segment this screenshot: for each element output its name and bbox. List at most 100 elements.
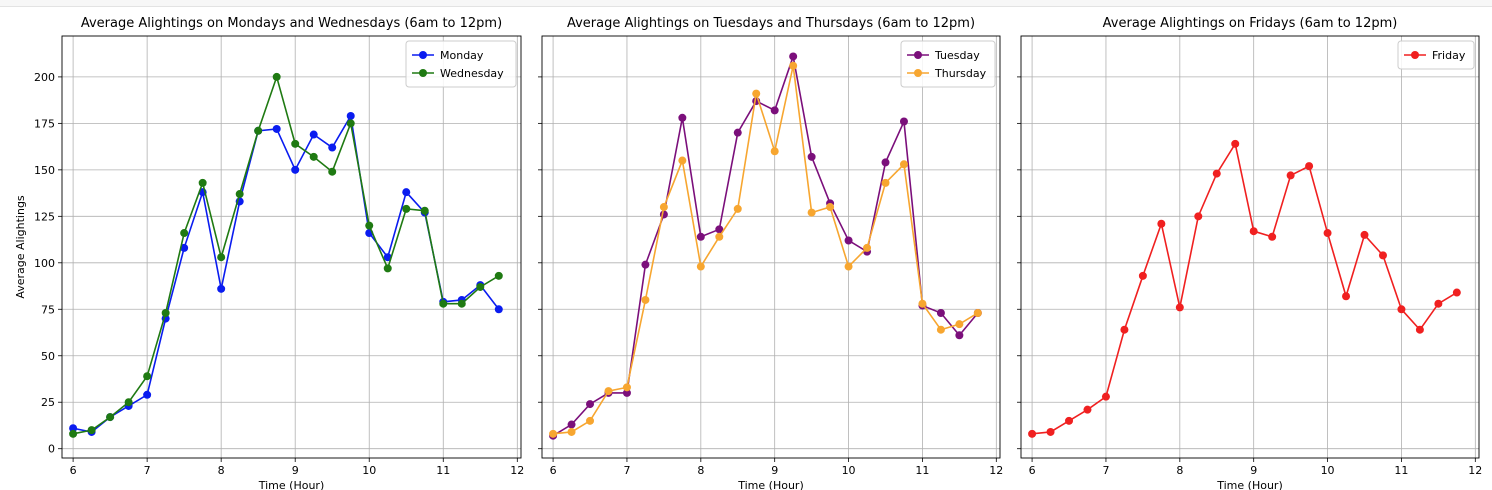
data-point: [844, 262, 853, 271]
data-point: [955, 320, 964, 329]
data-point: [1305, 162, 1314, 171]
data-point: [272, 72, 281, 81]
data-point: [124, 398, 133, 407]
data-point: [1194, 212, 1203, 221]
x-axis-label: Time (Hour): [1216, 479, 1283, 490]
data-point: [328, 143, 337, 152]
x-tick-label: 11: [1394, 464, 1408, 477]
data-point: [1065, 416, 1074, 425]
series-thursday: [549, 61, 982, 438]
data-point: [733, 128, 742, 137]
legend-marker: [419, 69, 427, 77]
data-point: [936, 325, 945, 334]
data-point: [622, 388, 631, 397]
data-point: [955, 331, 964, 340]
x-tick-label: 9: [771, 464, 778, 477]
data-point: [383, 253, 392, 262]
axes-frame: [541, 35, 1001, 459]
x-axis-label: Time (Hour): [737, 479, 804, 490]
data-point: [1175, 303, 1184, 312]
data-point: [1286, 171, 1295, 180]
data-point: [659, 203, 668, 212]
x-tick-label: 7: [144, 464, 151, 477]
data-point: [678, 156, 687, 165]
legend-label: Monday: [440, 49, 484, 62]
data-point: [586, 416, 595, 425]
data-point: [383, 264, 392, 273]
data-point: [87, 426, 96, 435]
legend-box: [900, 40, 996, 88]
data-point: [863, 243, 872, 252]
data-point: [365, 221, 374, 230]
series-wednesday: [69, 72, 503, 438]
axes-frame: [1020, 35, 1480, 459]
data-point: [328, 167, 337, 176]
legend-marker: [419, 51, 427, 59]
x-tick-label: 6: [70, 464, 77, 477]
data-point: [1120, 325, 1129, 334]
data-point: [217, 253, 226, 262]
data-point: [1360, 230, 1369, 239]
y-tick-label: 200: [34, 71, 55, 84]
data-point: [106, 413, 115, 422]
data-point: [918, 299, 927, 308]
data-point: [1157, 219, 1166, 228]
y-tick-label: 125: [34, 210, 55, 223]
legend-label: Tuesday: [934, 49, 980, 62]
data-point: [291, 139, 300, 148]
legend-marker: [914, 51, 922, 59]
data-point: [549, 429, 558, 438]
data-point: [1101, 392, 1110, 401]
data-point: [272, 124, 281, 133]
data-point: [789, 52, 798, 61]
data-point: [476, 282, 485, 291]
x-tick-label: 7: [623, 464, 630, 477]
data-point: [161, 308, 170, 317]
data-point: [807, 152, 816, 161]
legend-box: [1397, 40, 1475, 70]
data-point: [143, 390, 152, 399]
data-point: [69, 429, 78, 438]
x-tick-label: 11: [436, 464, 450, 477]
y-tick-label: 25: [41, 396, 55, 409]
data-point: [641, 295, 650, 304]
data-point: [567, 427, 576, 436]
data-point: [235, 190, 244, 199]
y-axis-label: Average Alightings: [14, 195, 27, 299]
data-point: [696, 262, 705, 271]
x-tick-label: 8: [697, 464, 704, 477]
data-point: [1378, 251, 1387, 260]
data-point: [457, 299, 466, 308]
series-line: [553, 65, 979, 435]
x-tick-label: 10: [1321, 464, 1335, 477]
data-point: [641, 260, 650, 269]
legend: Tuesday Thursday: [900, 40, 996, 88]
data-point: [1046, 427, 1055, 436]
subplot-2: 6 7 8 9 10 11 12 Average Alightings on Tuesdays…: [538, 16, 1003, 490]
x-tick-label: 10: [842, 464, 856, 477]
data-point: [1434, 299, 1443, 308]
y-tick-label: 75: [41, 303, 55, 316]
legend-marker: [1411, 51, 1419, 59]
data-point: [309, 152, 318, 161]
series-friday: [1028, 139, 1461, 438]
data-point: [844, 236, 853, 245]
axes-frame: [61, 35, 522, 459]
data-point: [180, 229, 189, 238]
data-point: [143, 372, 152, 381]
data-point: [715, 232, 724, 241]
y-tick-label: 150: [34, 164, 55, 177]
data-point: [586, 400, 595, 409]
data-point: [678, 113, 687, 122]
data-point: [180, 243, 189, 252]
data-point: [494, 305, 503, 314]
x-axis-label: Time (Hour): [258, 479, 325, 490]
y-tick-label: 100: [34, 257, 55, 270]
data-point: [346, 119, 355, 128]
data-point: [770, 106, 779, 115]
data-point: [770, 147, 779, 156]
chart-title: Average Alightings on Tuesdays and Thurs…: [567, 16, 975, 31]
data-point: [1028, 429, 1037, 438]
data-point: [1452, 288, 1461, 297]
